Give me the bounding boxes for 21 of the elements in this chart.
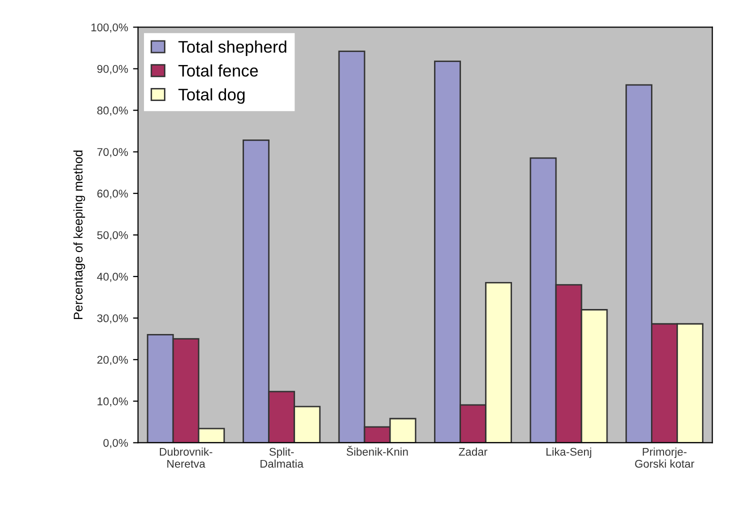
x-tick-label: Šibenik-Knin (346, 446, 408, 456)
legend-label: Total shepherd (178, 40, 286, 56)
y-axis-title: Percentage of keeping method (73, 150, 86, 320)
y-tick-label: 20,0% (97, 356, 128, 366)
legend-label: Total fence (178, 64, 258, 77)
x-tick-label: Split- Dalmatia (260, 448, 304, 468)
x-tick-label: Dubrovnik- Neretva (160, 448, 212, 468)
y-tick-label: 50,0% (97, 231, 128, 240)
x-tick-label: Zadar (458, 448, 488, 456)
legend-label: Total dog (178, 88, 245, 104)
x-tick-label: Lika-Senj (546, 448, 592, 458)
y-tick-label: 10,0% (98, 397, 128, 407)
y-tick-label: 40,0% (97, 272, 128, 282)
x-tick-label: Primorje- Gorski kotar (635, 448, 694, 468)
y-tick-label: 90,0% (97, 65, 128, 74)
y-tick-label: 100,0% (91, 23, 128, 33)
y-tick-label: 70,0% (97, 148, 128, 158)
y-tick-label: 30,0% (97, 314, 128, 324)
y-tick-label: 80,0% (97, 106, 128, 116)
y-tick-label: 0,0% (103, 438, 128, 448)
y-tick-label: 60,0% (97, 190, 128, 199)
